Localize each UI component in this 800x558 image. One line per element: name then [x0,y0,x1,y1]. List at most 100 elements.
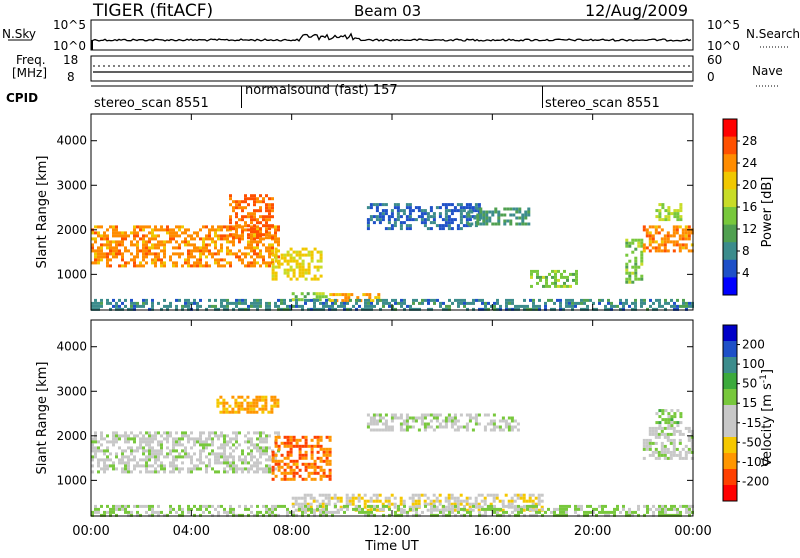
range-cell [160,264,163,268]
range-cell [535,507,538,511]
range-cell [145,301,148,305]
range-cell [678,438,682,442]
range-cell [244,252,247,256]
range-cell [460,301,463,305]
range-cell [534,496,538,500]
range-cell [298,256,302,260]
range-cell [651,429,655,433]
colorbar-tick-label: 28 [742,134,757,148]
range-cell [109,225,112,229]
range-cell [253,249,256,253]
range-cell [304,504,307,508]
range-cell [322,471,326,475]
range-cell [289,307,292,311]
range-cell [112,437,115,441]
range-cell [332,299,336,303]
range-cell [397,504,400,508]
range-cell [112,464,115,468]
range-cell [670,418,674,422]
range-cell [235,513,238,517]
range-cell [441,419,445,423]
range-cell [463,298,466,302]
range-cell [387,505,391,509]
range-cell [91,464,94,468]
range-cell [432,493,436,497]
range-cell [415,510,418,514]
range-cell [654,450,658,454]
range-cell [394,510,397,514]
range-cell [190,234,193,238]
range-cell [97,249,100,253]
range-cell [411,499,415,503]
range-cell [430,513,433,517]
range-cell [175,240,178,244]
range-cell [307,462,311,466]
range-cell [483,413,487,417]
range-cell [115,246,118,250]
range-cell [652,307,655,311]
range-cell [393,502,397,506]
range-cell [172,467,175,471]
range-cell [223,434,226,438]
range-cell [178,437,181,441]
range-cell [634,265,638,269]
range-cell [319,307,322,311]
range-cell [372,203,376,207]
range-cell [538,298,541,302]
range-cell [678,441,682,445]
range-cell [199,467,202,471]
range-cell [250,225,253,229]
range-cell [91,249,94,253]
range-cell [667,412,671,416]
range-cell [447,209,451,213]
range-cell [193,298,196,302]
range-cell [483,425,487,429]
range-cell [136,255,139,259]
range-cell [97,464,100,468]
range-cell [348,496,352,500]
range-cell [559,301,562,305]
range-cell [100,246,103,250]
range-cell [385,298,388,302]
range-cell [678,249,682,253]
range-cell [277,265,281,269]
range-cell [454,513,457,517]
range-cell [690,444,694,448]
range-cell [554,269,557,273]
range-cell [172,437,175,441]
range-cell [217,237,220,241]
range-cell [250,464,253,468]
range-cell [250,246,253,250]
range-cell [381,416,385,420]
range-cell [640,244,644,248]
range-cell [109,452,112,456]
range-cell [565,510,568,514]
range-cell [345,496,349,500]
range-cell [256,513,259,517]
range-cell [358,507,361,511]
range-cell [501,502,505,506]
range-cell [220,446,223,450]
range-cell [509,219,513,223]
range-cell [178,507,181,511]
range-cell [444,203,448,207]
range-cell [556,513,559,517]
range-cell [289,441,293,445]
range-cell [208,458,211,462]
range-cell [322,468,326,472]
range-cell [432,215,436,219]
range-cell [384,496,388,500]
colorbar-tick-label: 8 [742,244,750,258]
range-cell [540,505,544,509]
range-cell [277,449,280,453]
range-cell [471,206,475,210]
range-cell [367,307,370,311]
range-cell [448,513,451,517]
range-cell [400,301,403,305]
range-cell [268,455,271,459]
range-cell [304,277,308,281]
range-cell [160,240,163,244]
range-cell [264,395,268,399]
range-cell [235,431,238,435]
